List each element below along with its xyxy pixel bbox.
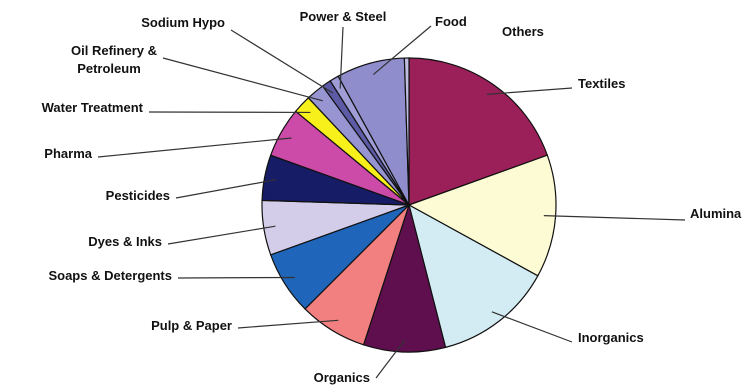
slice-label-pharma: Pharma	[44, 146, 92, 161]
leader-line-food	[372, 25, 432, 76]
leader-line-alumina	[543, 215, 686, 221]
slice-labels: Textiles Alumina Inorganics Organics Pulp & …	[42, 9, 742, 385]
slice-label-sodium-hypo: Sodium Hypo	[141, 15, 225, 30]
pie-slice-inorganics	[408, 203, 539, 349]
slice-label-dyes-and-inks: Dyes & Inks	[88, 234, 162, 249]
leader-line-oil-refinery-and-petroleum	[162, 57, 323, 102]
pie-slice-organics	[362, 202, 447, 353]
slice-label-power-and-steel: Power & Steel	[300, 9, 387, 24]
slice-label-organics: Organics	[314, 370, 370, 385]
slice-label-food: Food	[435, 14, 467, 29]
slice-label-alumina: Alumina	[690, 206, 742, 221]
pie-slice-textiles	[408, 57, 549, 206]
pie-slice-others	[403, 57, 410, 206]
slice-label-pulp-and-paper: Pulp & Paper	[151, 318, 232, 333]
leader-line-textiles	[486, 87, 573, 95]
slice-label-soaps-and-detergents: Soaps & Detergents	[48, 268, 172, 283]
slice-label-oil-refinery-and-petroleum: Oil Refinery & Petroleum	[71, 43, 157, 76]
leader-line-soaps-and-detergents	[177, 276, 295, 279]
leader-line-inorganics	[491, 311, 573, 343]
leader-lines	[97, 25, 686, 379]
leader-line-organics	[375, 339, 406, 379]
leader-line-power-and-steel	[339, 26, 344, 89]
slice-label-water-treatment: Water Treatment	[42, 100, 144, 115]
leader-line-sodium-hypo	[230, 29, 334, 94]
leader-line-pulp-and-paper	[237, 319, 339, 329]
pie-slices	[261, 57, 557, 353]
slice-label-others: Others	[502, 24, 544, 39]
slice-label-pesticides: Pesticides	[106, 188, 170, 203]
slice-label-inorganics: Inorganics	[578, 330, 644, 345]
leader-line-dyes-and-inks	[167, 225, 276, 245]
leader-line-pesticides	[175, 179, 277, 199]
leader-line-pharma	[97, 137, 292, 158]
slice-label-textiles: Textiles	[578, 76, 625, 91]
